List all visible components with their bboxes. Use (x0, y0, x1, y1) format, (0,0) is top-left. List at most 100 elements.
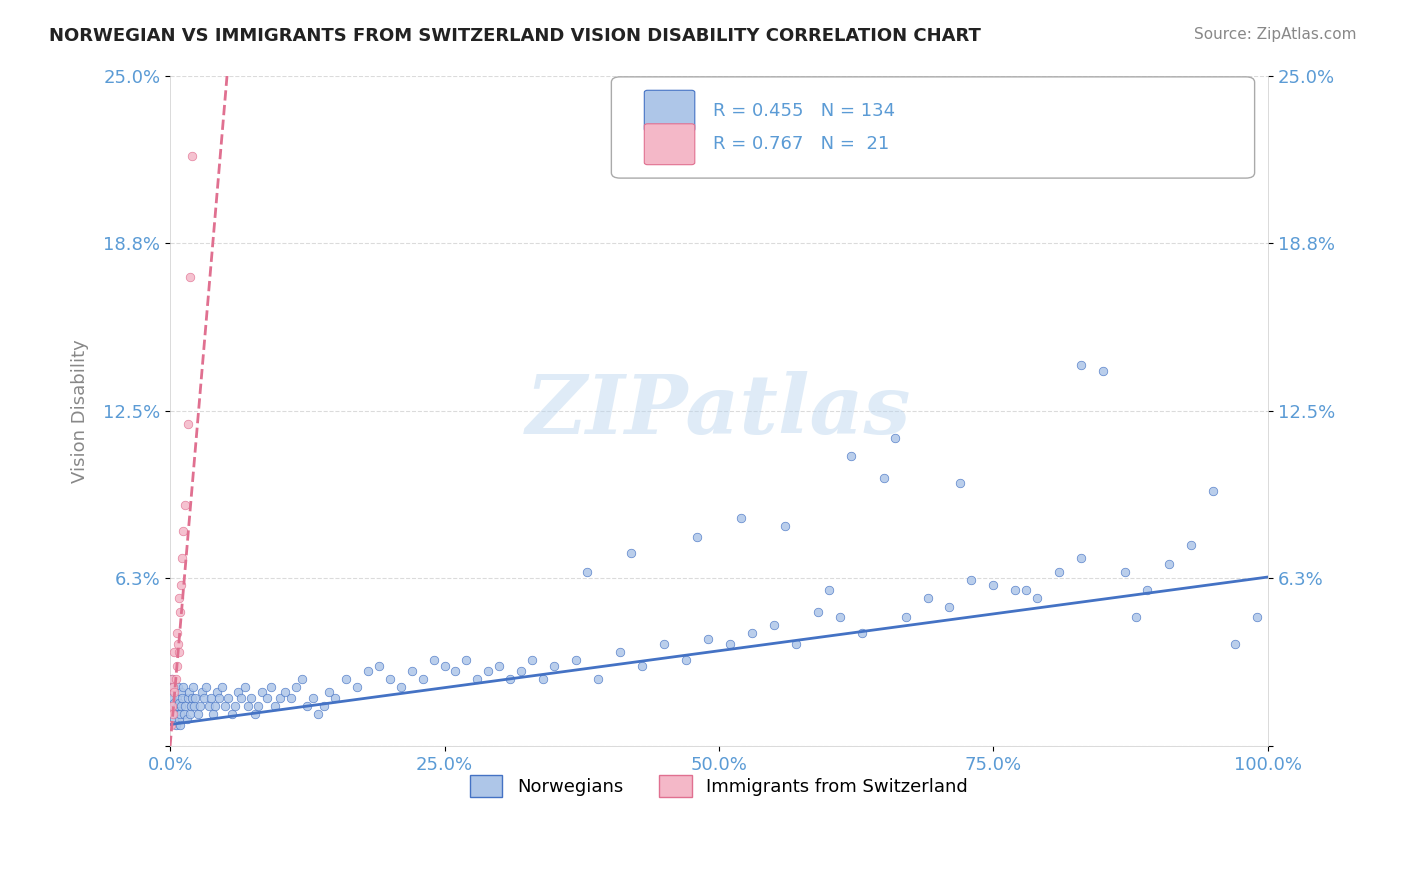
Point (335, 672, 357, 686)
Point (187, 706, 209, 721)
Point (236, 698, 259, 713)
Text: NORWEGIAN VS IMMIGRANTS FROM SWITZERLAND VISION DISABILITY CORRELATION CHART: NORWEGIAN VS IMMIGRANTS FROM SWITZERLAND… (49, 27, 981, 45)
Point (176, 417, 198, 432)
Point (274, 685, 297, 699)
Point (233, 680, 256, 694)
Point (631, 658, 654, 673)
Point (170, 685, 193, 699)
Point (166, 690, 188, 705)
Point (166, 680, 188, 694)
Point (586, 672, 609, 686)
Point (231, 690, 253, 705)
Point (163, 645, 186, 659)
Point (176, 690, 198, 705)
Point (741, 626, 763, 640)
Point (1246, 610, 1268, 624)
Point (177, 685, 200, 699)
Point (167, 696, 190, 710)
Point (357, 664, 380, 678)
Point (172, 690, 194, 705)
Point (165, 717, 187, 731)
Point (191, 685, 214, 699)
Point (285, 680, 308, 694)
Point (204, 698, 226, 713)
Point (174, 498, 197, 512)
Point (730, 511, 752, 525)
Point (162, 698, 184, 713)
Point (162, 680, 184, 694)
Point (1070, 358, 1092, 372)
Point (162, 698, 184, 713)
Y-axis label: Vision Disability: Vision Disability (72, 339, 89, 483)
Point (163, 712, 186, 726)
Legend: Norwegians, Immigrants from Switzerland: Norwegians, Immigrants from Switzerland (463, 767, 976, 804)
Point (378, 672, 401, 686)
Point (170, 578, 193, 592)
FancyBboxPatch shape (644, 90, 695, 131)
Point (477, 664, 499, 678)
Point (762, 618, 785, 632)
Point (167, 645, 190, 659)
Point (1070, 551, 1092, 566)
Point (807, 605, 830, 619)
Point (246, 698, 269, 713)
Point (172, 551, 194, 566)
Point (1180, 538, 1202, 552)
Point (252, 685, 274, 699)
Point (162, 690, 184, 705)
Point (193, 690, 215, 705)
Point (291, 672, 314, 686)
Point (173, 706, 195, 721)
Point (686, 530, 709, 544)
Point (938, 599, 960, 614)
Point (169, 605, 191, 619)
Point (456, 653, 478, 667)
Point (172, 524, 194, 539)
Point (197, 698, 219, 713)
FancyBboxPatch shape (644, 124, 695, 165)
Point (576, 565, 599, 579)
Point (280, 690, 302, 705)
Point (163, 696, 186, 710)
Point (179, 269, 201, 284)
Point (163, 685, 186, 699)
Point (179, 706, 201, 721)
Point (949, 476, 972, 491)
Point (1114, 565, 1136, 579)
Point (917, 591, 939, 606)
Point (1015, 583, 1038, 598)
Point (256, 690, 278, 705)
Point (872, 471, 894, 485)
Point (165, 701, 187, 715)
Point (346, 680, 368, 694)
Point (1092, 363, 1115, 377)
Point (565, 653, 588, 667)
Point (1125, 610, 1147, 624)
Point (162, 680, 184, 694)
Point (675, 653, 697, 667)
Point (167, 712, 190, 726)
Point (188, 698, 211, 713)
FancyBboxPatch shape (612, 77, 1254, 178)
Point (180, 698, 202, 713)
Point (172, 680, 194, 694)
Point (160, 685, 183, 699)
Point (1047, 565, 1070, 579)
Point (851, 626, 873, 640)
Point (166, 626, 188, 640)
Point (697, 632, 720, 646)
Point (170, 698, 193, 713)
Point (165, 672, 187, 686)
Point (983, 578, 1005, 592)
Point (1136, 583, 1159, 598)
Point (510, 664, 533, 678)
Point (240, 690, 263, 705)
Point (167, 591, 190, 606)
Point (894, 610, 917, 624)
Point (960, 573, 983, 587)
Point (181, 680, 204, 694)
Point (1157, 557, 1180, 571)
Point (214, 698, 236, 713)
Point (412, 672, 434, 686)
Point (264, 698, 287, 713)
